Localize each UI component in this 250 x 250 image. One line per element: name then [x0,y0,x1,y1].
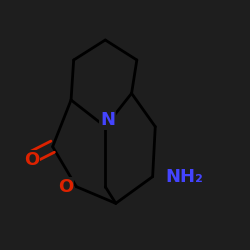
Text: O: O [58,178,74,196]
Text: NH₂: NH₂ [166,168,204,186]
Text: N: N [100,111,116,129]
Text: O: O [24,151,39,169]
